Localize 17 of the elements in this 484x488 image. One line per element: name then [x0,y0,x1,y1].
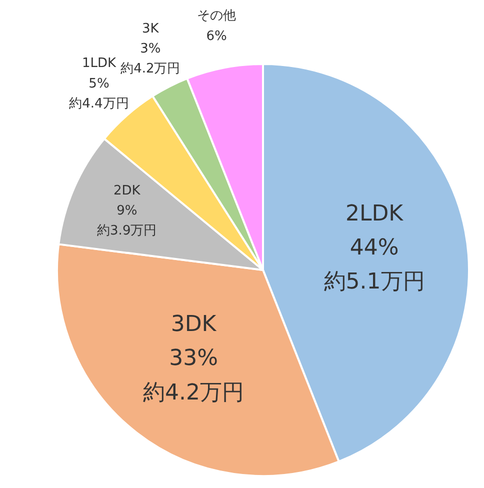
text: 約5.1万円 [324,270,425,295]
text: 約4.2万円 [120,62,180,77]
text: 約3.9万円 [97,224,157,239]
slice-label: 3DK [170,312,217,338]
data-label: 9% [116,203,138,218]
slice-label: 2LDK [345,201,404,226]
slice-label: その他 [197,8,236,24]
data-label: 44% [350,235,399,260]
data-label: 6% [206,28,227,44]
slice-label: 3K [142,21,160,36]
slice-label: 2DK [113,183,141,198]
data-label: 5% [88,76,110,92]
text: 約4.4万円 [69,96,129,112]
data-label: 3% [140,41,161,56]
slice-label: 1LDK [82,56,116,72]
text: 約4.2万円 [143,380,244,406]
data-label: 33% [169,346,218,372]
